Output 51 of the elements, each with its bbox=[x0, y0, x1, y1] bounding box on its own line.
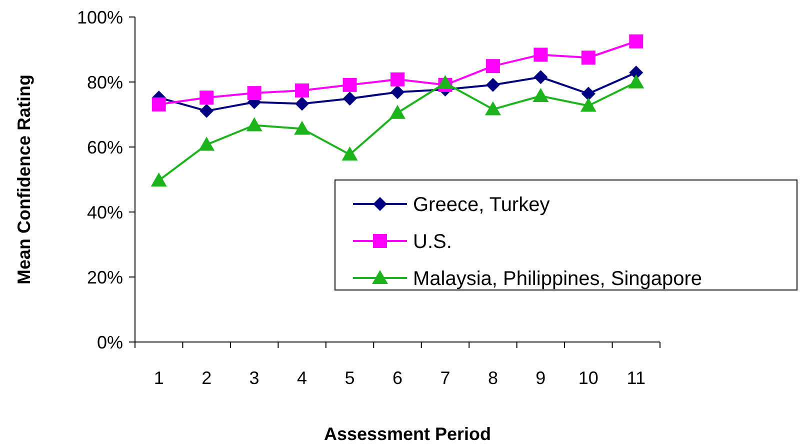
point bbox=[581, 86, 596, 101]
point bbox=[580, 98, 596, 112]
point bbox=[534, 70, 548, 84]
point bbox=[342, 92, 357, 106]
point bbox=[390, 85, 404, 100]
point bbox=[629, 34, 644, 48]
y-tick-label: 40% bbox=[86, 202, 123, 222]
x-tick-label: 2 bbox=[202, 368, 212, 388]
point bbox=[200, 90, 214, 105]
x-tick-label: 4 bbox=[297, 368, 308, 388]
y-tick-label: 60% bbox=[86, 137, 123, 158]
point bbox=[628, 74, 644, 88]
y-tick-label: 80% bbox=[86, 72, 123, 92]
point bbox=[342, 78, 357, 92]
x-tick-label: 6 bbox=[392, 368, 403, 388]
legend-label: Malaysia, Philippines, Singapore bbox=[413, 268, 702, 290]
point bbox=[484, 101, 501, 116]
point bbox=[295, 83, 310, 98]
point bbox=[295, 96, 310, 111]
y-axis-title: Mean Confidence Rating bbox=[14, 74, 34, 285]
point bbox=[629, 66, 644, 80]
point bbox=[294, 120, 310, 135]
x-tick-label: 5 bbox=[344, 368, 355, 388]
point bbox=[150, 172, 167, 186]
point bbox=[534, 48, 548, 62]
point bbox=[342, 146, 358, 160]
point bbox=[390, 72, 404, 86]
legend-label: Greece, Turkey bbox=[413, 194, 550, 216]
x-tick-label: 9 bbox=[536, 368, 546, 388]
x-tick-label: 3 bbox=[249, 368, 260, 388]
x-tick-label: 1 bbox=[154, 368, 164, 388]
x-tick-label: 7 bbox=[440, 368, 450, 388]
x-tick-label: 10 bbox=[578, 368, 598, 388]
x-tick-label: 8 bbox=[488, 368, 498, 388]
point bbox=[581, 50, 596, 65]
y-tick-label: 0% bbox=[96, 332, 123, 352]
point bbox=[486, 78, 500, 92]
legend-label: U.S. bbox=[413, 231, 452, 253]
x-axis-title: Assessment Period bbox=[324, 424, 492, 444]
x-tick-label: 11 bbox=[626, 368, 646, 388]
point bbox=[200, 104, 214, 118]
point bbox=[152, 97, 166, 112]
point bbox=[198, 136, 215, 151]
y-tick-label: 20% bbox=[86, 267, 123, 288]
point bbox=[437, 74, 454, 89]
point bbox=[532, 88, 549, 102]
point bbox=[246, 117, 262, 132]
point bbox=[247, 86, 262, 100]
y-tick-label: 100% bbox=[76, 7, 123, 28]
point bbox=[486, 59, 500, 74]
point bbox=[390, 104, 406, 119]
